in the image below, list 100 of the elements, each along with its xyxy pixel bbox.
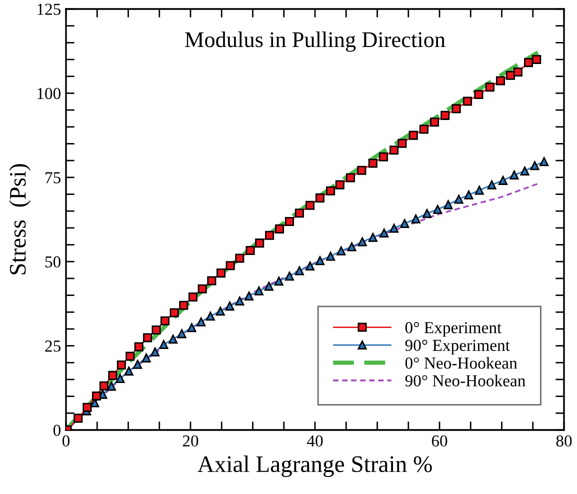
point	[216, 268, 226, 278]
point	[284, 272, 294, 281]
legend-label: 0° Neo-Hookean	[405, 356, 518, 369]
point	[159, 340, 168, 349]
point	[198, 284, 207, 294]
point	[246, 246, 255, 255]
point	[206, 312, 215, 321]
point	[160, 316, 170, 326]
point	[143, 333, 152, 342]
y-tick-label: 0	[53, 424, 61, 436]
point	[400, 219, 410, 228]
x-tick-label: 0	[62, 435, 70, 447]
point	[540, 157, 549, 166]
point	[358, 237, 367, 246]
legend-label: 90° Neo-Hookean	[405, 374, 526, 386]
point	[336, 246, 346, 256]
y-tick-label: 75	[46, 172, 60, 184]
point	[315, 256, 324, 266]
point	[335, 180, 344, 190]
point	[390, 146, 399, 155]
point	[168, 334, 178, 344]
point	[422, 208, 432, 218]
point	[116, 374, 125, 383]
point	[513, 67, 522, 76]
point	[326, 252, 336, 261]
point	[408, 130, 418, 140]
x-axis-title: Axial Lagrange Strain %	[198, 456, 432, 478]
point	[170, 308, 179, 318]
x-tick-label: 20	[182, 435, 198, 447]
point	[485, 82, 494, 92]
point	[74, 414, 83, 423]
point	[496, 76, 506, 86]
point	[116, 360, 126, 370]
point	[82, 402, 92, 412]
point	[440, 110, 450, 120]
y-axis-title: Stress (Psi)	[9, 164, 31, 274]
point	[357, 166, 366, 175]
point	[530, 161, 540, 170]
point	[463, 96, 472, 106]
point	[142, 353, 151, 362]
point	[398, 138, 407, 148]
point	[244, 291, 254, 300]
point	[235, 296, 244, 306]
x-tick-label: 40	[306, 435, 323, 447]
point	[368, 158, 378, 168]
point	[134, 342, 144, 352]
point	[294, 208, 304, 218]
point	[207, 276, 216, 286]
point	[264, 282, 274, 291]
point	[454, 194, 464, 204]
point	[380, 228, 389, 238]
x-tick-label: 60	[432, 435, 448, 447]
point	[196, 317, 206, 326]
y-tick-label: 50	[45, 256, 61, 268]
point	[124, 366, 134, 376]
point	[487, 180, 496, 190]
point	[524, 58, 534, 68]
point	[226, 261, 235, 270]
point	[433, 204, 442, 214]
point	[235, 254, 244, 263]
point	[306, 200, 315, 210]
point	[368, 232, 378, 242]
point	[187, 323, 196, 332]
point	[254, 286, 264, 296]
point	[275, 224, 284, 234]
point	[306, 261, 315, 270]
point	[419, 124, 428, 134]
legend-label: 0° Experiment	[405, 322, 502, 337]
point	[284, 217, 294, 226]
point	[177, 329, 186, 338]
point	[510, 170, 519, 180]
point	[444, 200, 453, 210]
point	[152, 325, 161, 334]
point	[430, 118, 440, 127]
point	[150, 347, 160, 356]
point	[411, 214, 420, 224]
point	[532, 55, 542, 64]
point	[452, 104, 461, 114]
point	[474, 90, 484, 100]
point	[255, 238, 264, 248]
point	[326, 186, 336, 196]
point	[133, 360, 142, 369]
point	[390, 224, 399, 233]
point	[506, 70, 515, 80]
point	[99, 381, 108, 390]
point	[108, 370, 118, 380]
point	[126, 352, 135, 361]
y-tick-label: 125	[38, 4, 60, 15]
point	[274, 276, 284, 286]
point	[265, 230, 274, 240]
point	[498, 176, 508, 185]
point	[179, 300, 188, 310]
point	[464, 190, 474, 200]
point	[225, 302, 234, 311]
y-tick-label: 25	[45, 340, 60, 352]
point	[188, 292, 198, 302]
point	[474, 186, 484, 195]
x-tick-label: 80	[556, 435, 572, 447]
y-tick-label: 100	[38, 88, 61, 100]
point	[347, 242, 356, 252]
